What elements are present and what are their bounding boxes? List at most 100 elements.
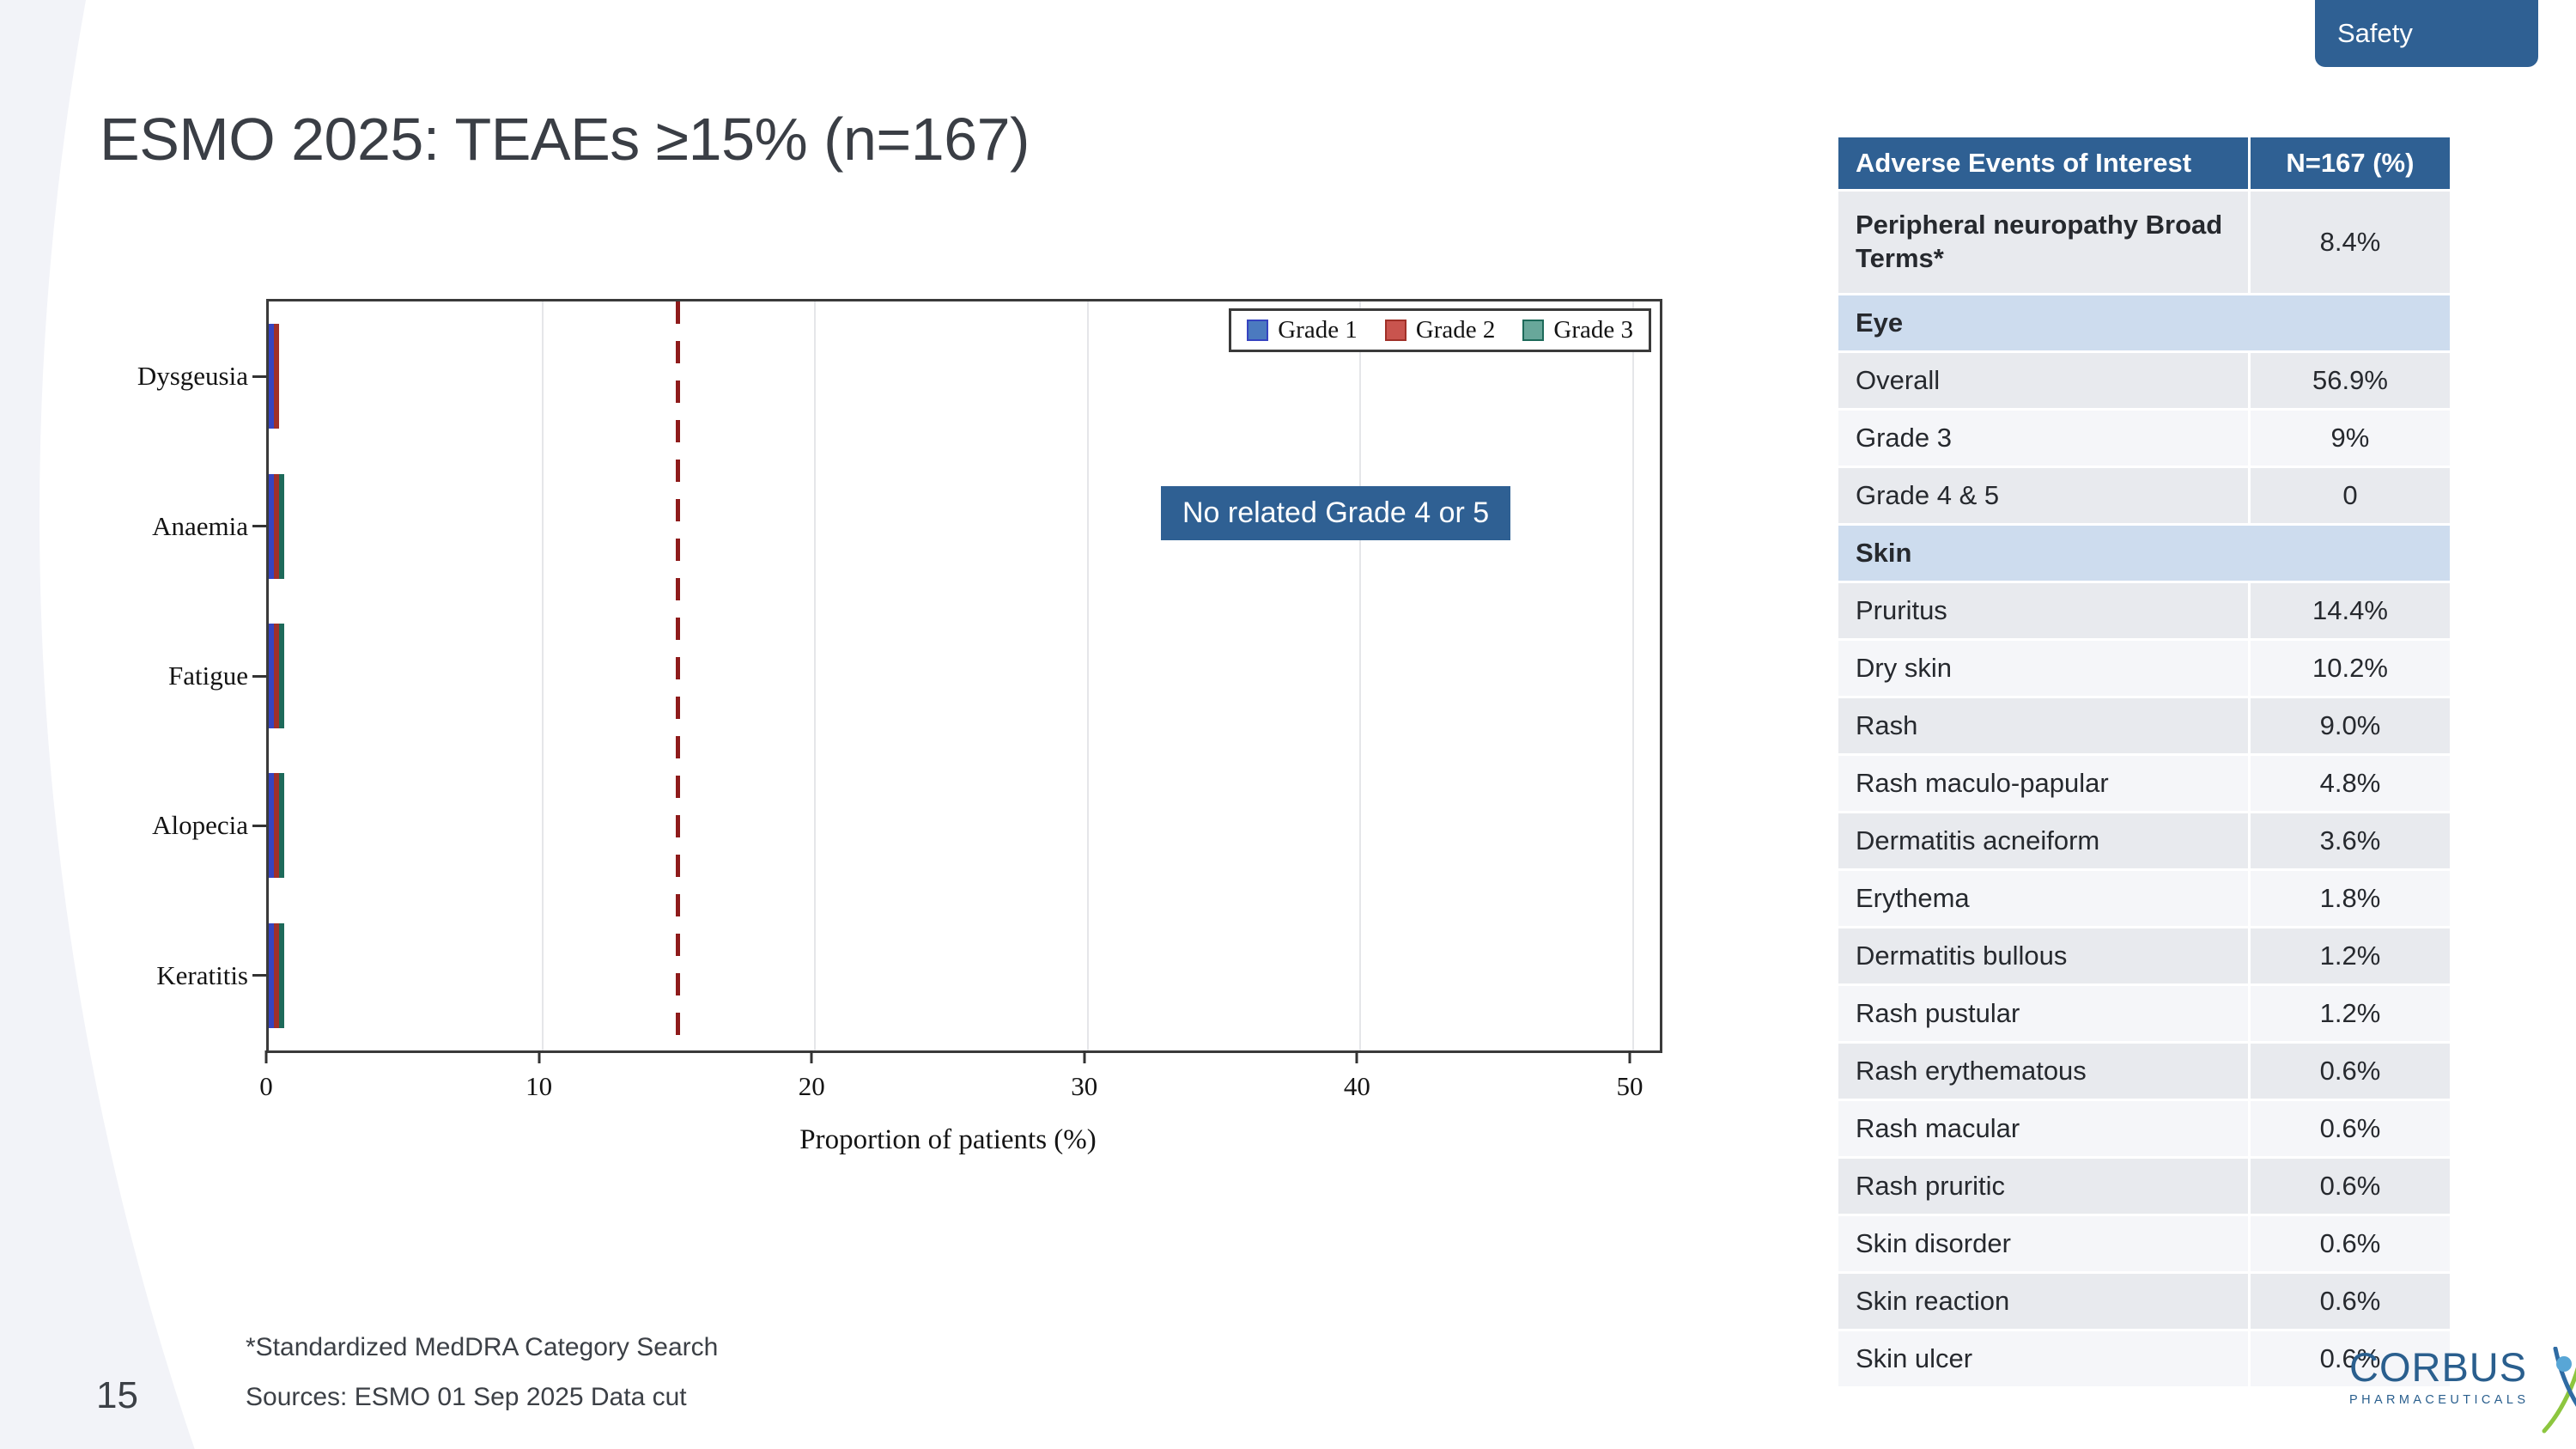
callout-label: No related Grade 4 or 5 [1182, 496, 1490, 529]
bar-segment-grade1 [269, 922, 274, 1028]
gridline [1086, 301, 1089, 1050]
table-cell-value: 0.6% [2319, 1171, 2381, 1201]
x-axis-tick [1083, 1050, 1086, 1063]
bar-segment-grade2 [274, 623, 279, 729]
table-cell-label: Skin ulcer [1838, 1331, 2251, 1386]
x-axis-tick [264, 1050, 268, 1063]
stacked-bar [269, 773, 284, 879]
x-axis-tick-label: 0 [259, 1071, 273, 1101]
logo-figure-icon [2542, 1347, 2576, 1434]
bar-row [269, 301, 1632, 451]
legend-label: Grade 2 [1415, 316, 1496, 344]
table-header-events: Adverse Events of Interest [1838, 137, 2251, 189]
gridline [814, 301, 817, 1050]
x-axis-tick-label: 10 [526, 1071, 553, 1101]
stacked-bar [269, 623, 284, 729]
bar-segment-grade2 [274, 773, 279, 879]
table-cell-label: Rash erythematous [1838, 1044, 2251, 1099]
table-cell-label: Dermatitis bullous [1838, 928, 2251, 983]
bar-row [269, 901, 1632, 1050]
table-row: Skin reaction 0.6% [1838, 1274, 2450, 1329]
bar-segment-grade3 [279, 473, 284, 579]
table-row: Erythema 1.8% [1838, 871, 2450, 926]
corbus-logo: CORBUS PHARMACEUTICALS [2349, 1347, 2576, 1443]
adverse-events-table: Adverse Events of Interest N=167 (%) Per… [1838, 137, 2450, 1386]
ae-table-body: Peripheral neuropathy Broad Terms* 8.4% Ey… [1838, 192, 2450, 1386]
table-cell-value: 56.9% [2312, 365, 2388, 395]
legend-label: Grade 1 [1278, 316, 1358, 344]
y-axis-label: Anaemia [152, 510, 248, 541]
table-section-label: Skin [1856, 538, 1912, 568]
table-cell-value: 8.4% [2319, 227, 2381, 257]
gridline [1632, 301, 1634, 1050]
table-cell-value: 9% [2330, 423, 2370, 453]
bar-segment-grade3 [279, 623, 284, 729]
logo-subtitle: PHARMACEUTICALS [2349, 1393, 2530, 1407]
x-axis: Proportion of patients (%) 0 10 20 30 40 50 [259, 1050, 1643, 1179]
table-cell-label: Rash maculo-papular [1838, 756, 2251, 811]
table-cell-label: Pruritus [1838, 583, 2251, 638]
table-row: Rash maculo-papular 4.8% [1838, 756, 2450, 811]
bar-segment-grade3 [279, 773, 284, 879]
page-title: ESMO 2025: TEAEs ≥15% (n=167) [100, 106, 1030, 173]
table-row: Dermatitis acneiform 3.6% [1838, 813, 2450, 868]
reference-line-15pct [676, 301, 681, 1050]
table-cell-label: Skin reaction [1838, 1274, 2251, 1329]
legend-item: Grade 1 [1247, 316, 1358, 344]
page-number: 15 [96, 1374, 138, 1416]
bar-segment-grade1 [269, 473, 274, 579]
table-section-label: Eye [1856, 307, 1904, 338]
table-row: Dermatitis bullous 1.2% [1838, 928, 2450, 983]
table-cell-label: Overall [1838, 353, 2251, 408]
bar-segment-grade1 [269, 623, 274, 729]
x-axis-tick [810, 1050, 813, 1063]
y-axis-labels: Dysgeusia Anaemia Fatigue Alopecia Keratitis [8, 301, 248, 1050]
table-row: Pruritus 14.4% [1838, 583, 2450, 638]
bar-segment-grade2 [274, 473, 279, 579]
table-row: Dry skin 10.2% [1838, 641, 2450, 696]
logo-text: CORBUS PHARMACEUTICALS [2349, 1347, 2529, 1407]
table-row: Overall 56.9% [1838, 353, 2450, 408]
x-axis-tick-label: 40 [1343, 1071, 1370, 1101]
bar-row [269, 751, 1632, 900]
x-axis-tick [538, 1050, 541, 1063]
table-cell-label: Rash pruritic [1838, 1159, 2251, 1214]
safety-tag-label: Safety [2337, 18, 2413, 48]
table-cell-value: 0.6% [2319, 1056, 2381, 1086]
plot-area: Dysgeusia Anaemia Fatigue Alopecia Keratitis… [137, 299, 1662, 1155]
no-grade4or5-callout: No related Grade 4 or 5 [1161, 486, 1511, 540]
x-axis-tick-label: 50 [1616, 1071, 1643, 1101]
y-axis-tick [252, 824, 266, 827]
bar-segment-grade1 [269, 773, 274, 879]
table-row: Skin ulcer 0.6% [1838, 1331, 2450, 1386]
legend-label: Grade 3 [1553, 316, 1633, 344]
table-cell-value: 0 [2342, 480, 2358, 510]
table-row: Eye [1838, 295, 2450, 350]
x-axis-tick [1628, 1050, 1631, 1063]
table-cell-value: 10.2% [2312, 653, 2388, 683]
legend-swatch-grade1 [1247, 320, 1269, 341]
footnote-meddra: *Standardized MedDRA Category Search [246, 1333, 719, 1361]
safety-tag: Safety [2315, 0, 2538, 67]
table-row: Peripheral neuropathy Broad Terms* 8.4% [1838, 192, 2450, 293]
table-row: Skin [1838, 526, 2450, 581]
table-row: Rash erythematous 0.6% [1838, 1044, 2450, 1099]
gridline [541, 301, 544, 1050]
table-row: Skin disorder 0.6% [1838, 1216, 2450, 1271]
logo-name: CORBUS [2349, 1344, 2528, 1390]
table-cell-value: 1.8% [2319, 883, 2381, 913]
table-cell-label: Grade 3 [1838, 411, 2251, 466]
table-cell-label: Grade 4 & 5 [1838, 468, 2251, 523]
y-axis-tick [252, 525, 266, 528]
table-cell-value: 9.0% [2319, 710, 2381, 740]
table-cell-label: Rash macular [1838, 1101, 2251, 1156]
bar-segment-grade2 [274, 922, 279, 1028]
x-axis-title: Proportion of patients (%) [799, 1124, 1097, 1155]
table-header-n167: N=167 (%) [2286, 148, 2415, 178]
legend-swatch-grade3 [1522, 320, 1545, 341]
plot-data-region [269, 301, 1634, 1050]
table-cell-label: Dermatitis acneiform [1838, 813, 2251, 868]
footnote-sources: Sources: ESMO 01 Sep 2025 Data cut [246, 1383, 687, 1411]
table-row: Grade 3 9% [1838, 411, 2450, 466]
table-cell-label: Rash [1838, 698, 2251, 753]
